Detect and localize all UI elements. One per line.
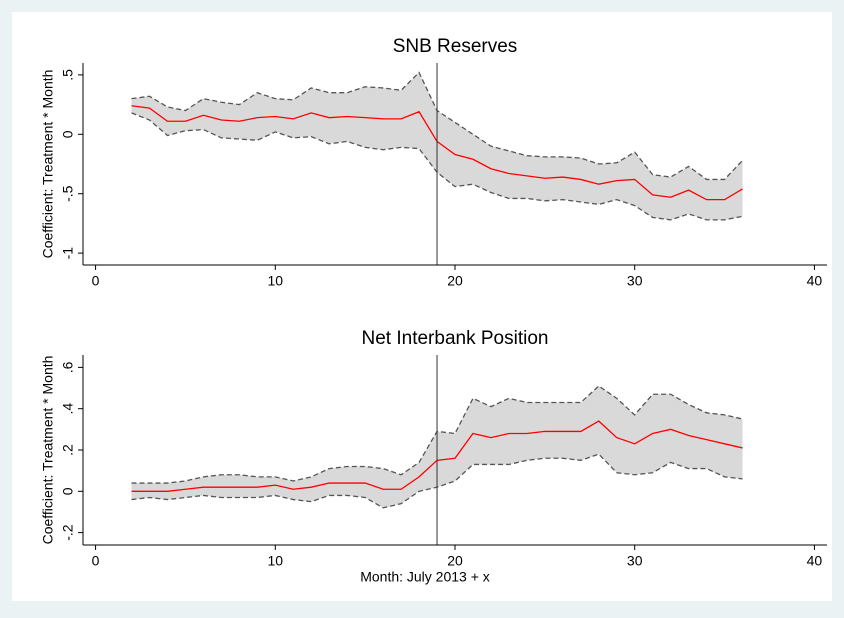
y-tick-label: -.5 xyxy=(60,185,76,202)
x-tick-label: 0 xyxy=(92,273,100,289)
x-axis-title: Month: July 2013 + x xyxy=(360,569,490,585)
y-tick-label: 0 xyxy=(60,487,76,495)
y-tick-label: -1 xyxy=(60,247,76,260)
y-tick-label: .6 xyxy=(60,361,76,373)
x-tick-label: 20 xyxy=(447,273,463,289)
y-tick-label: -.2 xyxy=(60,524,76,541)
y-axis-title: Coefficient: Treatment * Month xyxy=(40,70,56,259)
x-tick-label: 40 xyxy=(807,273,823,289)
y-tick-label: 0 xyxy=(60,130,76,138)
panel-title: SNB Reserves xyxy=(393,36,518,57)
panel-title: Net Interbank Position xyxy=(362,328,549,349)
y-axis-title: Coefficient: Treatment * Month xyxy=(40,356,56,545)
x-tick-label: 30 xyxy=(627,553,643,569)
x-tick-label: 20 xyxy=(447,553,463,569)
x-tick-label: 10 xyxy=(268,553,284,569)
x-tick-label: 0 xyxy=(92,553,100,569)
x-tick-label: 40 xyxy=(807,553,823,569)
y-tick-label: .5 xyxy=(60,69,76,81)
x-tick-label: 30 xyxy=(627,273,643,289)
y-tick-label: .4 xyxy=(60,403,76,415)
x-tick-label: 10 xyxy=(268,273,284,289)
y-tick-label: .2 xyxy=(60,444,76,456)
